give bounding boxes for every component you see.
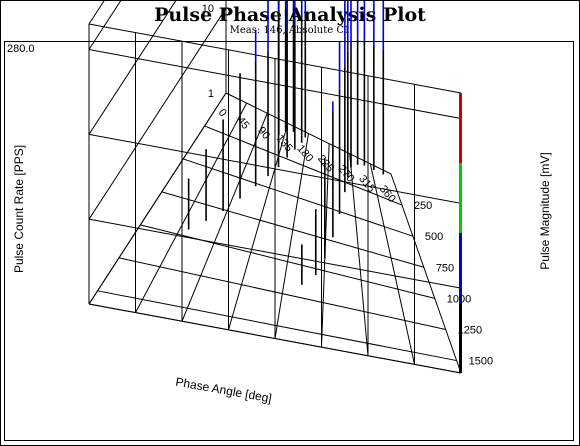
left-wall-gridline (88, 7, 227, 220)
left-wall-gridline (88, 1, 122, 50)
x-tick-label: 45 (234, 115, 251, 132)
grid-lines (88, 1, 462, 374)
floor-phase-gridline (181, 113, 268, 322)
pulse-bars (187, 1, 385, 285)
y-axis-label: Pulse Magnitude [mV] (538, 152, 552, 269)
plot-frame (4, 41, 574, 441)
x-axis-label: Phase Angle [deg] (175, 375, 273, 406)
color-scale-segment (459, 93, 462, 163)
x-tick-label: 270 (336, 163, 357, 185)
floor-phase-gridline (390, 173, 462, 374)
x-tick-label: 0 (216, 107, 229, 119)
scale-max-value: 280.0 (7, 43, 35, 55)
floor-front-edge (225, 92, 392, 175)
y-tick-label: 500 (425, 231, 443, 243)
z-tick-label: 10 (202, 3, 214, 15)
x-tick-label: 135 (274, 133, 295, 155)
floor-magnitude-gridline (204, 125, 403, 206)
floor-magnitude-gridline (183, 158, 414, 237)
y-tick-label: 250 (414, 200, 432, 212)
x-tick-label: 90 (255, 125, 272, 142)
y-tick-label: 1500 (469, 356, 493, 368)
left-wall-gridline (88, 92, 227, 305)
color-scale-segment (459, 303, 462, 373)
z-tick-label: 1 (208, 88, 214, 100)
color-scale-strip (459, 93, 462, 373)
x-tick-label: 315 (356, 173, 377, 195)
color-scale-segment (459, 163, 462, 233)
floor-phase-gridline (369, 163, 415, 365)
floor-phase-gridline (274, 133, 309, 339)
z-axis-label: Pulse Count Rate [PPS] (12, 145, 26, 273)
floor-magnitude-gridline (118, 257, 446, 330)
floor-phase-gridline (135, 102, 248, 313)
x-tick-label: 180 (294, 143, 315, 165)
chart-subtitle: Meas: 146, Absolute C1 (229, 25, 351, 36)
y-tick-label: 1000 (447, 293, 471, 305)
left-wall-gridline (88, 1, 177, 135)
tick-labels: 1101001000045901351802252703153602505007… (202, 3, 493, 368)
floor-magnitude-gridline (140, 224, 435, 299)
color-scale-segment (459, 233, 462, 303)
floor-magnitude-gridline (97, 290, 457, 362)
floor-phase-gridline (349, 153, 369, 356)
y-tick-label: 1250 (458, 324, 482, 336)
y-tick-label: 750 (436, 262, 454, 274)
